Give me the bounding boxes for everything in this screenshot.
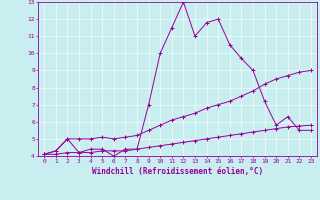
X-axis label: Windchill (Refroidissement éolien,°C): Windchill (Refroidissement éolien,°C) bbox=[92, 167, 263, 176]
